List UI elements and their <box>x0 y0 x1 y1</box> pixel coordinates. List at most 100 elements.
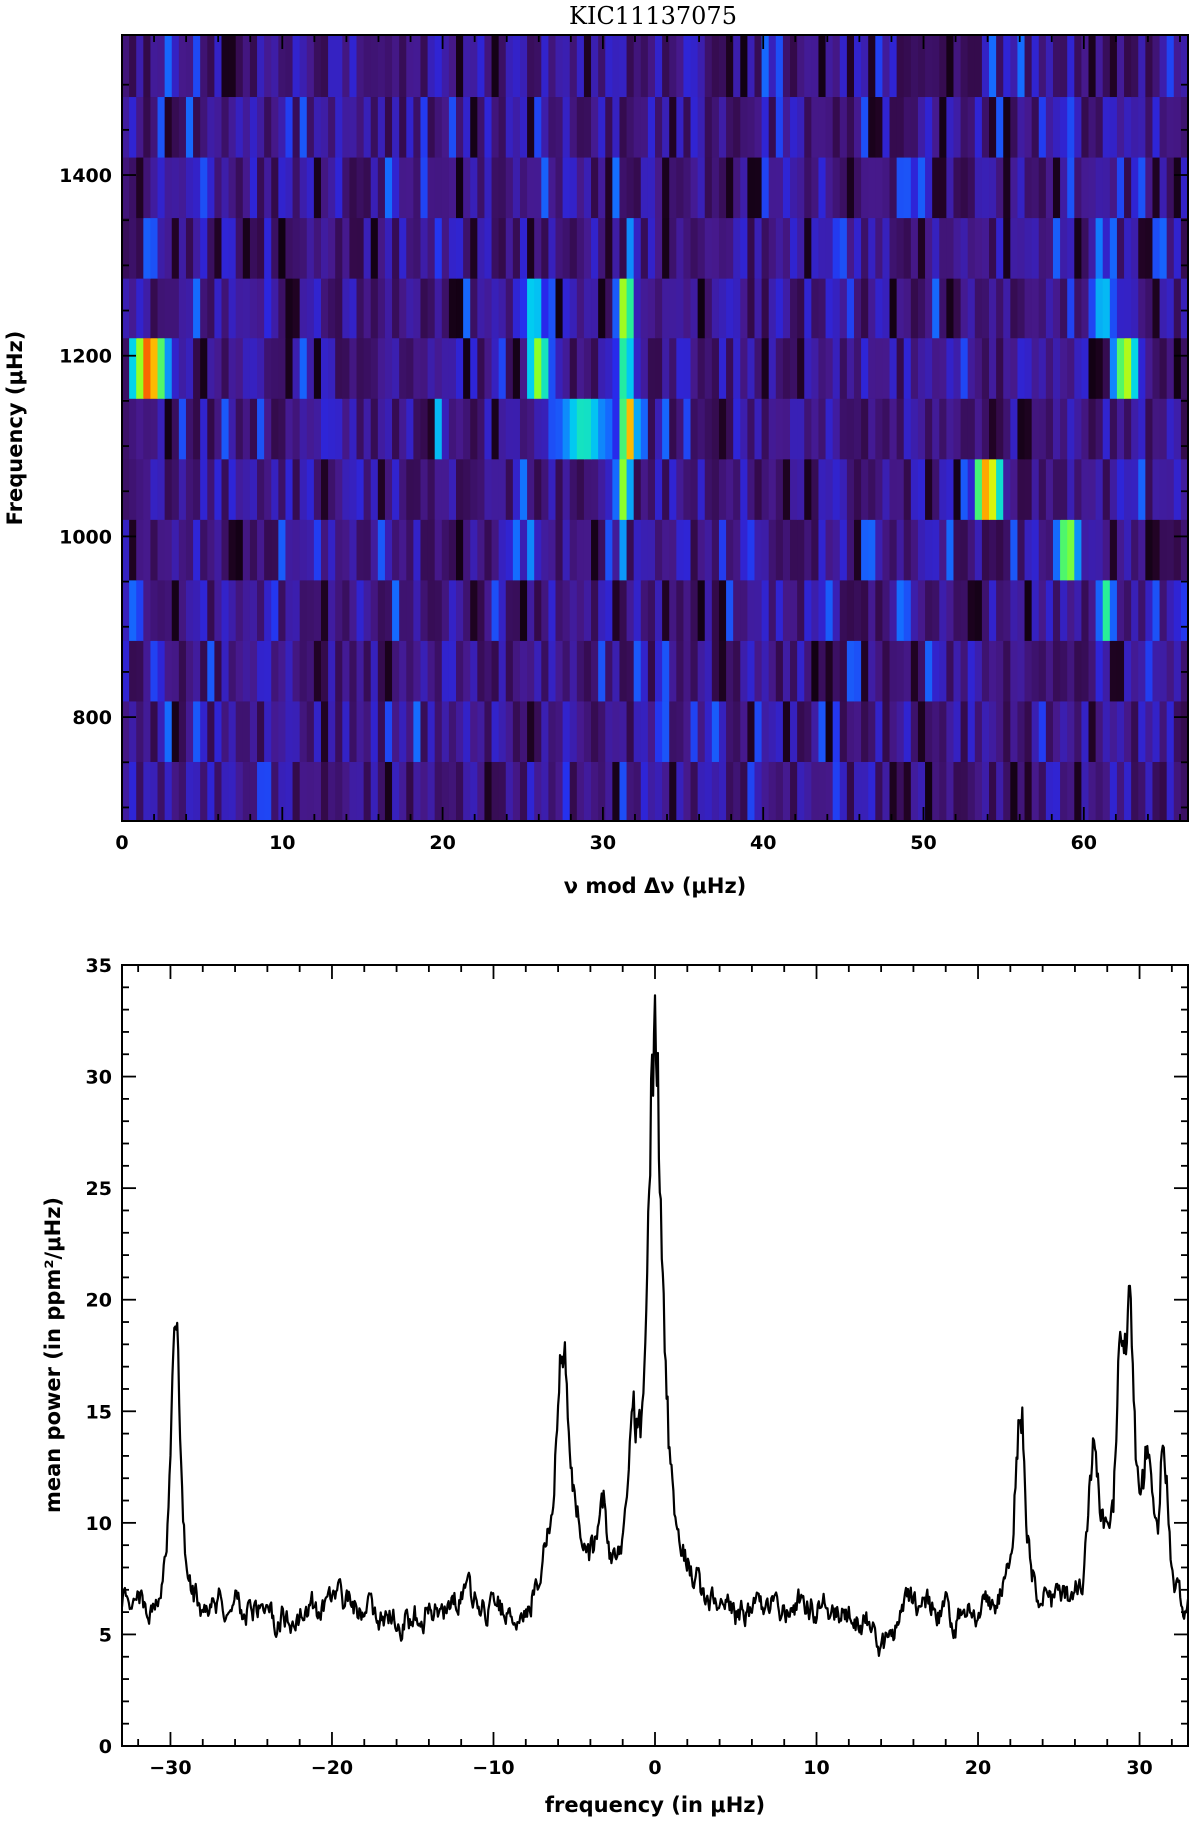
heatmap-cell <box>413 35 422 98</box>
heatmap-cell <box>484 640 493 702</box>
heatmap-cell <box>441 156 450 219</box>
heatmap-cell <box>875 398 884 460</box>
heatmap-cell <box>527 579 535 641</box>
heatmap-cell <box>178 217 187 279</box>
heatmap-cell <box>335 337 343 399</box>
heatmap-cell <box>989 640 997 702</box>
heatmap-cell <box>178 700 187 762</box>
heatmap-cell <box>1038 458 1047 520</box>
heatmap-cell <box>683 217 692 279</box>
heatmap-cell <box>320 640 329 702</box>
heatmap-cell <box>1074 519 1082 581</box>
heatmap-cell <box>797 519 805 581</box>
heatmap-cell <box>981 640 990 702</box>
heatmap-cell <box>583 458 592 520</box>
heatmap-cell <box>626 700 635 762</box>
heatmap-cell <box>292 519 301 581</box>
heatmap-cell <box>235 519 244 581</box>
heatmap-cell <box>1095 337 1104 399</box>
heatmap-cell <box>434 277 443 339</box>
heatmap-cell <box>1152 700 1161 762</box>
heatmap-cell <box>242 35 251 98</box>
heatmap-cell <box>178 156 187 219</box>
heatmap-cell <box>960 337 969 399</box>
heatmap-cell <box>761 700 770 762</box>
heatmap-cell <box>647 337 656 399</box>
heatmap-cell <box>271 760 279 821</box>
heatmap-cell <box>1166 96 1175 158</box>
heatmap-cell <box>1173 760 1182 821</box>
heatmap-cell <box>832 277 841 339</box>
heatmap-cell <box>342 700 351 762</box>
heatmap-cell <box>292 760 301 821</box>
heatmap-cell <box>704 519 713 581</box>
heatmap-cell <box>953 96 962 158</box>
heatmap-cell <box>1010 760 1019 821</box>
heatmap-cell <box>342 579 351 641</box>
heatmap-cell <box>1074 398 1082 460</box>
heatmap-cell <box>271 519 279 581</box>
heatmap-cell <box>235 700 244 762</box>
heatmap-cell <box>548 760 557 821</box>
heatmap-cell <box>861 640 869 702</box>
heatmap-cell <box>903 760 912 821</box>
heatmap-cell <box>903 640 912 702</box>
heatmap-cell <box>960 640 969 702</box>
heatmap-cell <box>1045 96 1054 158</box>
heatmap-cell <box>299 96 308 158</box>
heatmap-cell <box>1003 156 1011 219</box>
heatmap-cell <box>889 760 898 821</box>
heatmap-cell <box>981 337 990 399</box>
heatmap-cell <box>470 700 478 762</box>
heatmap-cell <box>541 519 549 581</box>
heatmap-cell <box>853 217 862 279</box>
heatmap-cell <box>136 217 144 279</box>
heatmap-cell <box>1017 217 1026 279</box>
heatmap-cell <box>903 277 912 339</box>
heatmap-cell <box>761 35 770 98</box>
heatmap-cell <box>612 337 621 399</box>
heatmap-cell <box>299 156 308 219</box>
heatmap-cell <box>626 398 635 460</box>
heatmap-cell <box>626 640 635 702</box>
heatmap-cell <box>157 760 166 821</box>
heatmap-cell <box>818 398 827 460</box>
heatmap-cell <box>484 519 493 581</box>
heatmap-cell <box>356 217 365 279</box>
heatmap-cell <box>200 337 208 399</box>
heatmap-cell <box>1088 760 1097 821</box>
heatmap-cell <box>1116 35 1125 98</box>
heatmap-cell <box>1017 156 1026 219</box>
heatmap-cell <box>420 398 429 460</box>
heatmap-cell <box>399 96 407 158</box>
heatmap-cell <box>1045 760 1054 821</box>
heatmap-cell <box>1074 217 1082 279</box>
heatmap-cell <box>264 277 272 339</box>
heatmap-cell <box>967 96 976 158</box>
heatmap-cell <box>150 217 159 279</box>
heatmap-cell <box>157 579 166 641</box>
heatmap-cell <box>143 35 152 98</box>
heatmap-cell <box>704 217 713 279</box>
heatmap-cell <box>690 337 699 399</box>
heatmap-cell <box>1031 760 1040 821</box>
heatmap-cell <box>1052 760 1061 821</box>
heatmap-cell <box>257 96 265 158</box>
echelle-y-tick-label: 1000 <box>59 526 112 548</box>
heatmap-cell <box>1180 579 1188 641</box>
heatmap-cell <box>669 156 677 219</box>
heatmap-cell <box>463 760 471 821</box>
heatmap-cell <box>448 458 457 520</box>
heatmap-cell <box>775 760 784 821</box>
heatmap-cell <box>882 458 891 520</box>
heatmap-cell <box>655 96 663 158</box>
heatmap-cell <box>157 35 166 98</box>
heatmap-cell <box>633 217 642 279</box>
heatmap-cell <box>249 519 258 581</box>
heatmap-cell <box>1138 640 1146 702</box>
heatmap-cell <box>1010 519 1019 581</box>
heatmap-cell <box>512 398 521 460</box>
heatmap-cell <box>939 519 947 581</box>
heatmap-cell <box>790 760 798 821</box>
